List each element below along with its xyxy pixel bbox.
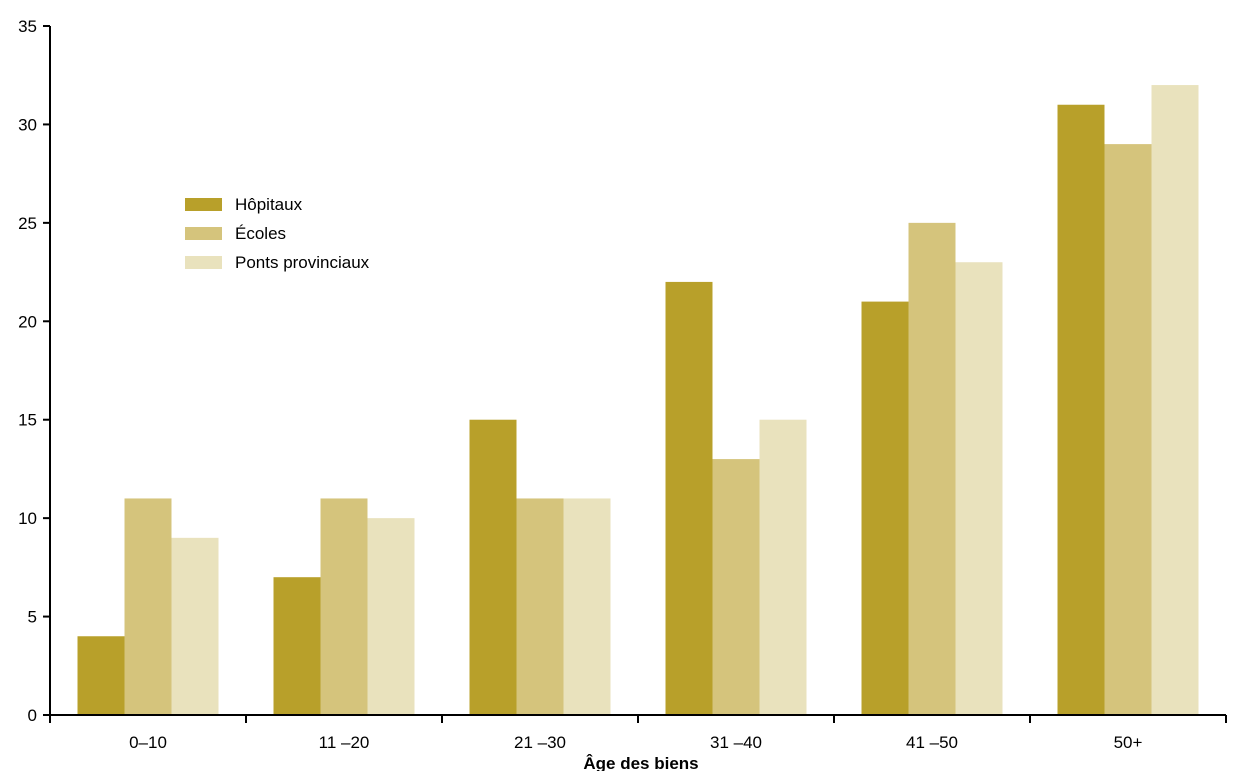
bar <box>469 419 517 715</box>
bar <box>1057 104 1105 715</box>
legend-swatch <box>185 256 222 269</box>
bar <box>124 498 172 715</box>
y-tick-label: 20 <box>18 312 37 331</box>
y-tick-label: 25 <box>18 214 37 233</box>
y-tick-label: 15 <box>18 411 37 430</box>
bar <box>367 518 415 715</box>
legend: Hôpitaux Écoles Ponts provinciaux <box>185 195 370 272</box>
x-tick-label: 0–10 <box>129 733 167 752</box>
bar <box>77 636 125 715</box>
y-tick-label: 0 <box>28 706 37 725</box>
y-tick-label: 30 <box>18 115 37 134</box>
y-tick-label: 35 <box>18 17 37 36</box>
x-tick-label: 11 –20 <box>319 733 370 752</box>
bar <box>955 262 1003 715</box>
bar <box>1151 85 1199 716</box>
bar <box>563 498 611 715</box>
x-axis-label: Âge des biens <box>583 754 698 771</box>
bars-group <box>77 85 1199 716</box>
bar <box>665 281 713 715</box>
x-tick-label: 41 –50 <box>906 733 958 752</box>
bar <box>171 537 219 715</box>
bar <box>1104 144 1152 716</box>
bar <box>273 577 321 715</box>
legend-label: Ponts provinciaux <box>235 253 370 272</box>
x-ticks-group: 0–10 11 –20 21 –30 31 –40 41 –50 50+ <box>49 715 1227 752</box>
legend-label: Hôpitaux <box>235 195 303 214</box>
bar <box>516 498 564 715</box>
bar <box>320 498 368 715</box>
x-tick-label: 50+ <box>1114 733 1143 752</box>
y-ticks-group: 0 5 10 15 20 25 30 35 <box>18 17 50 725</box>
bar <box>908 222 956 715</box>
y-tick-label: 10 <box>18 509 37 528</box>
y-tick-label: 5 <box>28 608 37 627</box>
bar <box>712 459 760 715</box>
legend-swatch <box>185 198 222 211</box>
x-tick-label: 31 –40 <box>710 733 762 752</box>
bar <box>759 419 807 715</box>
legend-swatch <box>185 227 222 240</box>
axes-group <box>49 26 1226 716</box>
bar <box>861 301 909 715</box>
legend-label: Écoles <box>235 224 286 243</box>
x-tick-label: 21 –30 <box>514 733 566 752</box>
